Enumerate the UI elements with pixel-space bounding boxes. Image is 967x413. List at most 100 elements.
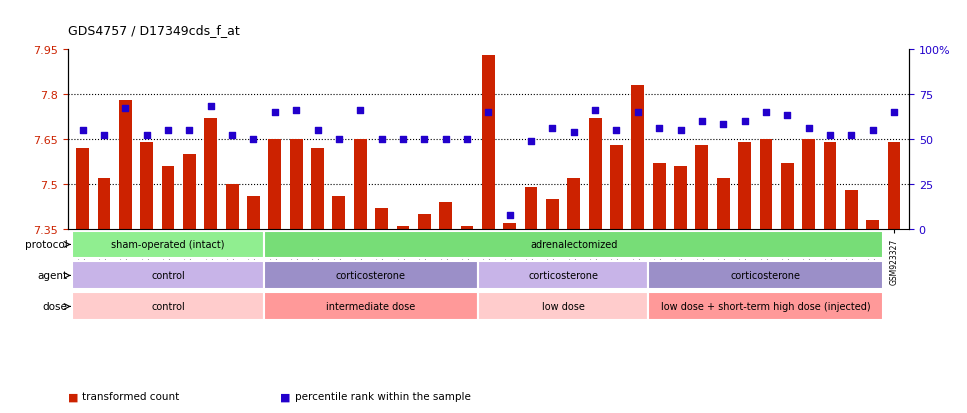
FancyBboxPatch shape (478, 262, 649, 290)
Text: percentile rank within the sample: percentile rank within the sample (295, 392, 471, 401)
Bar (161, 166, 174, 229)
Bar (140, 142, 153, 229)
Point (267, 109, 282, 116)
Point (652, 126, 667, 132)
Bar (354, 140, 366, 229)
Bar (375, 209, 388, 229)
Bar (247, 197, 260, 229)
FancyBboxPatch shape (72, 293, 264, 320)
Bar (610, 145, 623, 229)
Text: ■: ■ (68, 392, 78, 401)
Point (673, 127, 689, 134)
Text: low dose: low dose (542, 302, 584, 312)
Bar (333, 197, 345, 229)
Bar (824, 142, 836, 229)
Point (779, 113, 795, 119)
Bar (290, 140, 303, 229)
Text: agent: agent (37, 271, 68, 281)
Point (758, 109, 774, 116)
Bar (546, 199, 559, 229)
Bar (674, 166, 687, 229)
FancyBboxPatch shape (264, 231, 884, 259)
Bar (781, 164, 794, 229)
Point (587, 107, 602, 114)
Point (887, 109, 902, 116)
FancyBboxPatch shape (649, 293, 884, 320)
Text: transformed count: transformed count (82, 392, 180, 401)
Bar (225, 185, 239, 229)
Text: control: control (151, 271, 185, 281)
Bar (803, 140, 815, 229)
Point (374, 136, 390, 143)
Bar (717, 178, 730, 229)
Point (417, 136, 432, 143)
Point (74, 127, 90, 134)
Bar (888, 142, 900, 229)
Text: GDS4757 / D17349cds_f_at: GDS4757 / D17349cds_f_at (68, 24, 240, 37)
Point (716, 122, 731, 128)
Text: intermediate dose: intermediate dose (326, 302, 416, 312)
Text: protocol: protocol (24, 240, 68, 250)
Bar (695, 145, 708, 229)
Point (566, 129, 581, 135)
Bar (759, 140, 773, 229)
Bar (866, 221, 879, 229)
Point (843, 133, 859, 139)
Text: corticosterone: corticosterone (336, 271, 406, 281)
Point (331, 136, 346, 143)
Bar (525, 188, 538, 229)
Point (161, 127, 176, 134)
Bar (589, 119, 601, 229)
Bar (76, 149, 89, 229)
Bar (482, 56, 495, 229)
Bar (204, 119, 218, 229)
Text: adrenalectomized: adrenalectomized (530, 240, 618, 250)
FancyBboxPatch shape (264, 262, 478, 290)
Point (864, 127, 880, 134)
Point (544, 126, 560, 132)
Bar (503, 223, 516, 229)
Point (118, 106, 133, 112)
Point (801, 126, 816, 132)
Point (459, 136, 475, 143)
Point (182, 127, 197, 134)
Point (523, 138, 539, 145)
Bar (269, 140, 281, 229)
Point (309, 127, 325, 134)
FancyBboxPatch shape (72, 262, 264, 290)
FancyBboxPatch shape (649, 262, 884, 290)
Bar (845, 190, 858, 229)
Bar (418, 214, 430, 229)
Text: control: control (151, 302, 185, 312)
Text: corticosterone: corticosterone (528, 271, 598, 281)
Bar (311, 149, 324, 229)
Text: dose: dose (43, 302, 68, 312)
Point (608, 127, 624, 134)
Point (737, 118, 752, 125)
Point (353, 107, 368, 114)
Point (630, 109, 646, 116)
Text: ■: ■ (280, 392, 291, 401)
FancyBboxPatch shape (72, 231, 264, 259)
Point (288, 107, 304, 114)
Bar (439, 202, 452, 229)
Point (246, 136, 261, 143)
Text: low dose + short-term high dose (injected): low dose + short-term high dose (injecte… (661, 302, 870, 312)
Point (224, 133, 240, 139)
FancyBboxPatch shape (478, 293, 649, 320)
Point (481, 109, 496, 116)
Bar (460, 226, 474, 229)
Point (97, 133, 112, 139)
Bar (396, 226, 409, 229)
Point (139, 133, 155, 139)
Text: corticosterone: corticosterone (731, 271, 801, 281)
Bar (119, 100, 132, 229)
Point (203, 104, 219, 110)
Bar (98, 178, 110, 229)
Point (822, 133, 837, 139)
Text: sham-operated (intact): sham-operated (intact) (111, 240, 224, 250)
FancyBboxPatch shape (264, 293, 478, 320)
Bar (653, 164, 665, 229)
Point (396, 136, 411, 143)
Point (502, 212, 517, 218)
